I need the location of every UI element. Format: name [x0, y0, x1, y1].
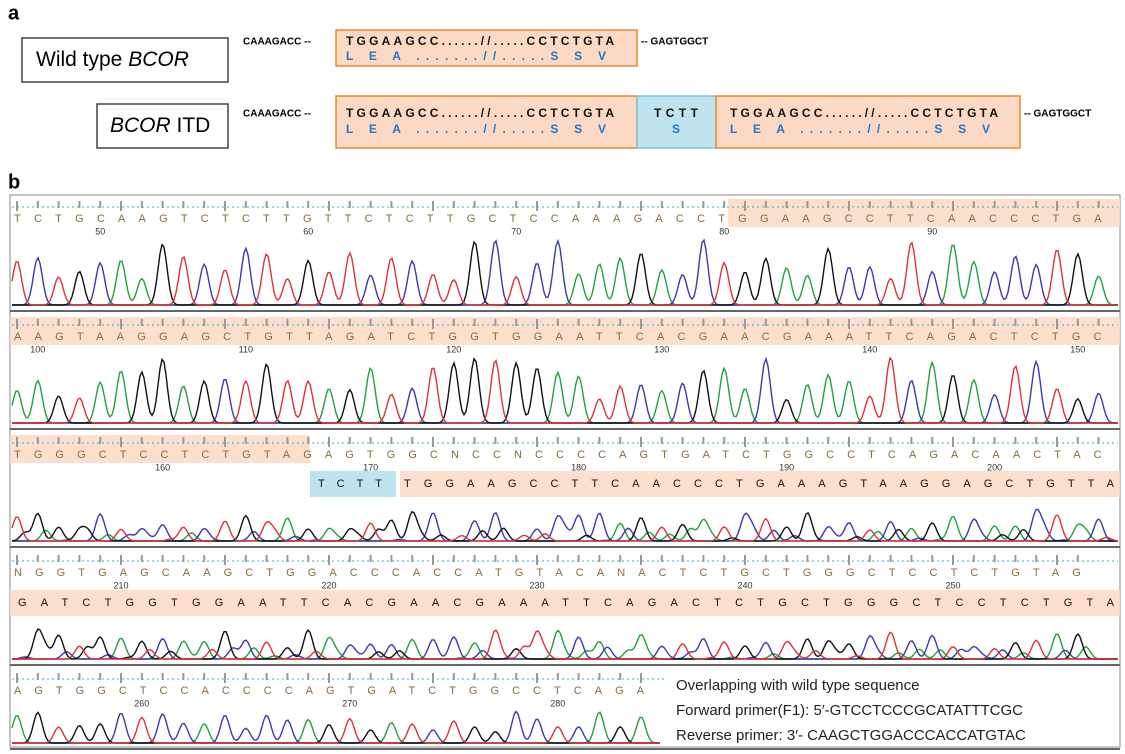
panel-label: a	[8, 2, 20, 24]
dna: TGGAAGCC......//.....CCTCTGTA	[346, 34, 614, 48]
itd-label: BCOR ITD	[110, 114, 210, 137]
position-number: 230	[529, 580, 544, 590]
label-text: ITD	[171, 114, 211, 137]
position-number: 100	[30, 344, 45, 354]
position-number: 170	[363, 462, 378, 472]
position-number: 160	[155, 462, 170, 472]
position-number: 220	[321, 580, 336, 590]
position-number: 80	[719, 226, 729, 236]
flank: CAAAGACC --	[243, 37, 311, 48]
position-number: 50	[95, 226, 105, 236]
position-number: 150	[1070, 344, 1085, 354]
position-number: 90	[927, 226, 937, 236]
flank: CAAAGACC --	[243, 109, 311, 120]
gene-name: BCOR	[110, 114, 171, 137]
dna: TGGAAGCC......//.....CCTCTGTA	[730, 106, 998, 120]
position-number: 130	[654, 344, 669, 354]
label-text: Wild type	[36, 48, 128, 71]
dna: TGGAAGCC......//.....CCTCTGTA	[346, 106, 614, 120]
note: Forward primer(F1): 5′-GTCCTCCCGCATATTTC…	[676, 702, 1023, 719]
position-number: 200	[987, 462, 1002, 472]
flank: -- GAGTGGCT	[641, 37, 708, 48]
protein: L E A .......//.....S S V	[346, 122, 606, 136]
position-number: 120	[446, 344, 461, 354]
itd-base-calls: TGGAAGCCTTCAACCCTGAAAGTAAGGAGCTGTTA	[404, 478, 1115, 490]
position-number: 190	[779, 462, 794, 472]
protein: L E A .......//.....S S V	[730, 122, 990, 136]
figure: a Wild type BCOR BCOR ITD CAAAGACC -- TG…	[0, 0, 1125, 754]
flank: -- GAGTGGCT	[1024, 109, 1091, 120]
note: Reverse primer: 3′- CAAGCTGGACCCACCATGTA…	[676, 727, 1026, 744]
position-number: 180	[571, 462, 586, 472]
position-number: 70	[511, 226, 521, 236]
protein: L E A .......//.....S S V	[346, 49, 606, 63]
position-number: 240	[737, 580, 752, 590]
panel-label: b	[8, 171, 20, 193]
position-number: 210	[113, 580, 128, 590]
insert-protein: S	[672, 122, 680, 136]
wild-type-label: Wild type BCOR	[36, 48, 189, 71]
position-number: 260	[134, 698, 149, 708]
position-number: 110	[239, 344, 253, 354]
position-number: 140	[862, 344, 877, 354]
position-number: 280	[550, 698, 565, 708]
gene-name: BCOR	[128, 48, 189, 71]
position-number: 60	[303, 226, 313, 236]
position-number: 270	[342, 698, 357, 708]
note: Overlapping with wild type sequence	[676, 677, 919, 694]
position-number: 250	[945, 580, 960, 590]
